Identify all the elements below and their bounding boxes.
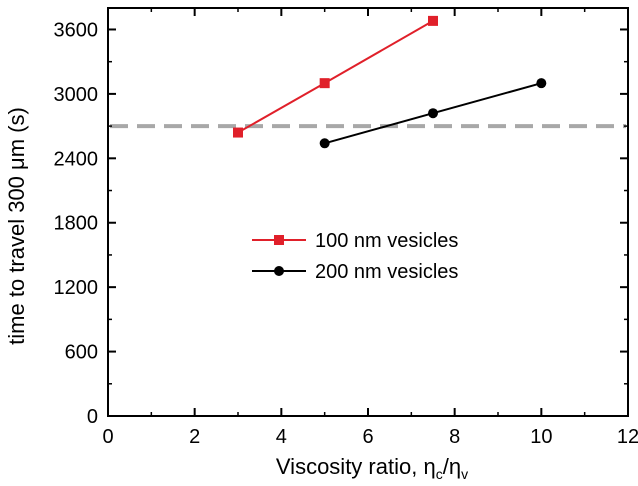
legend-marker-circle bbox=[274, 266, 284, 276]
tick-layer: 0 2 4 6 8 10 12 0 600 1200 1800 2400 3000 3600 bbox=[54, 8, 638, 448]
x-tick-label: 0 bbox=[102, 426, 113, 448]
legend-label-2: 200 nm vesicles bbox=[315, 261, 458, 283]
x-tick-label: 6 bbox=[362, 426, 373, 448]
series-layer bbox=[233, 15, 547, 149]
x-tick-label: 2 bbox=[189, 426, 200, 448]
plot-frame bbox=[107, 7, 629, 417]
legend: 100 nm vesicles 200 nm vesicles bbox=[252, 230, 458, 283]
x-tick-label: 10 bbox=[530, 426, 552, 448]
y-tick-label: 1200 bbox=[54, 277, 99, 299]
plot-area-border bbox=[107, 7, 629, 417]
x-axis-label: Viscosity ratio, ηc/ηv bbox=[276, 454, 468, 482]
y-tick-label: 600 bbox=[65, 342, 98, 364]
series-point-square bbox=[319, 78, 330, 89]
legend-marker-square bbox=[274, 235, 284, 245]
y-tick-label: 0 bbox=[87, 406, 98, 428]
series-point-square bbox=[428, 15, 438, 26]
y-tick-label: 2400 bbox=[54, 148, 99, 170]
x-tick-label: 8 bbox=[449, 426, 460, 448]
y-axis-label: time to travel 300 μm (s) bbox=[4, 107, 29, 345]
series-line-1 bbox=[237, 20, 434, 134]
series-point-circle bbox=[428, 108, 438, 119]
y-tick-label: 1800 bbox=[54, 213, 99, 235]
legend-label-1: 100 nm vesicles bbox=[315, 230, 458, 252]
series-point-circle bbox=[536, 78, 547, 89]
series-point-circle bbox=[319, 138, 330, 149]
x-tick-label: 12 bbox=[617, 426, 638, 448]
y-tick-label: 3000 bbox=[54, 84, 99, 106]
series-point-square bbox=[233, 127, 243, 138]
y-tick-label: 3600 bbox=[54, 19, 99, 41]
x-tick-label: 4 bbox=[276, 426, 287, 448]
